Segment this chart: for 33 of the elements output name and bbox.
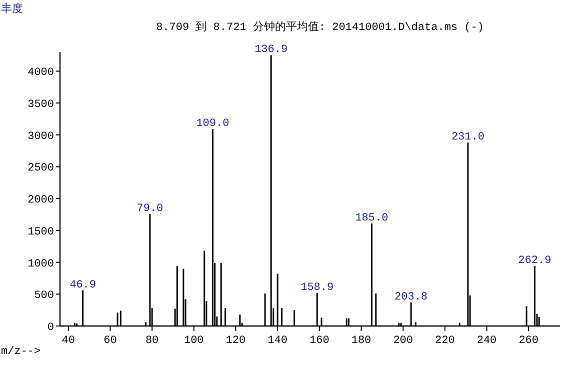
y-tick-label: 3500 <box>28 98 54 111</box>
y-tick-label: 1000 <box>28 258 54 270</box>
chart-title: 8.709 到 8.721 分钟的平均值: 201410001.D\data.ms (-) <box>156 21 484 34</box>
x-tick-label: 80 <box>145 335 159 347</box>
y-axis-title: 丰度 <box>1 2 23 16</box>
x-tick-label: 40 <box>62 335 75 347</box>
y-tick-label: 1500 <box>28 226 54 238</box>
annotation: 136.9 <box>254 44 288 56</box>
annotation: 109.0 <box>196 118 230 130</box>
x-tick-label: 200 <box>393 335 413 347</box>
y-tick-label: 4000 <box>28 67 54 80</box>
x-tick-label: 260 <box>518 335 539 347</box>
x-axis-title: m/z--> <box>1 346 41 358</box>
x-tick-label: 140 <box>268 335 288 347</box>
annotation: 231.0 <box>451 131 484 144</box>
y-tick-label: 500 <box>34 290 54 302</box>
annotation: 79.0 <box>136 202 164 215</box>
annotation: 262.9 <box>518 255 552 268</box>
y-tick-label: 2500 <box>28 162 54 175</box>
x-tick-label: 100 <box>184 335 204 347</box>
y-tick-label: 3000 <box>28 130 54 143</box>
x-tick-label: 220 <box>435 335 455 347</box>
x-tick-label: 160 <box>310 335 330 347</box>
x-tick-label: 60 <box>104 335 117 347</box>
x-tick-label: 240 <box>476 335 497 347</box>
annotation: 185.0 <box>355 212 388 224</box>
x-tick-label: 120 <box>226 335 246 347</box>
x-tick-label: 180 <box>351 335 372 347</box>
y-tick-label: 0 <box>47 322 54 334</box>
annotation: 203.8 <box>394 291 428 304</box>
y-tick-label: 2000 <box>28 194 54 207</box>
annotation: 46.9 <box>70 279 96 292</box>
annotation: 158.9 <box>300 282 334 294</box>
